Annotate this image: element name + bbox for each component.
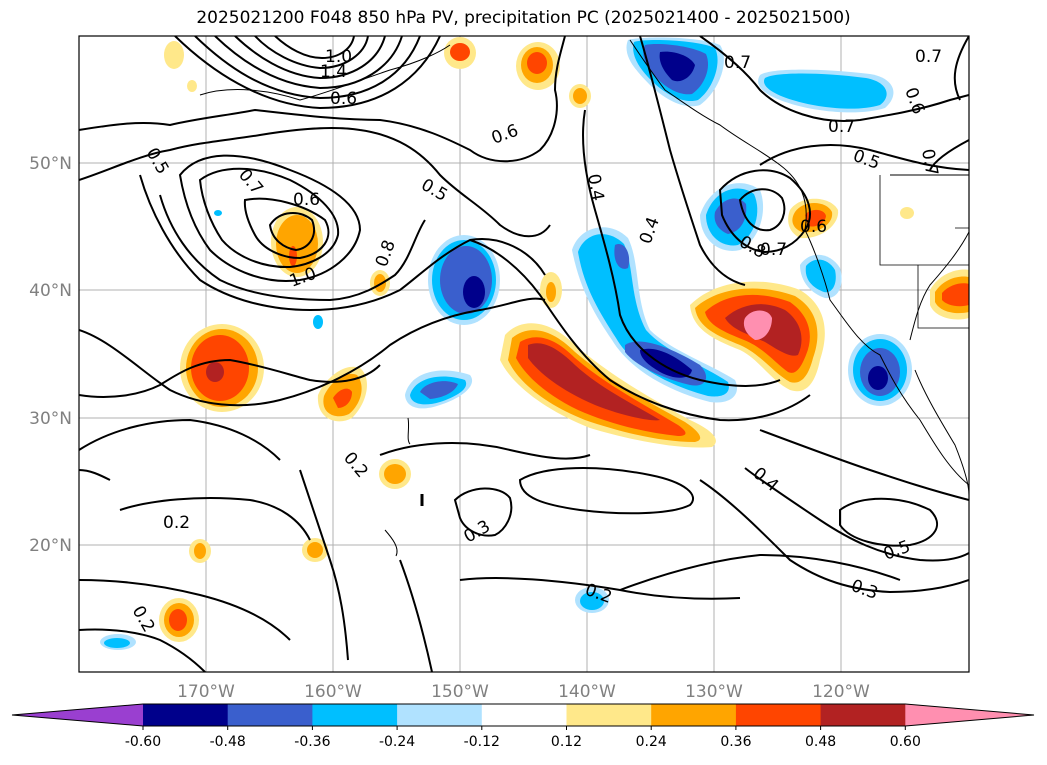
map-title: 2025021200 F048 850 hPa PV, precipitatio…	[196, 8, 851, 28]
colorbar-tick-label: -0.12	[464, 734, 500, 750]
lon-label: 150°W	[431, 682, 489, 702]
colorbar-tick-label: 0.48	[805, 734, 836, 750]
latitude-labels: 50°N 40°N 30°N 20°N	[29, 154, 72, 556]
colorbar-extend-low	[12, 704, 143, 726]
gridlines	[79, 36, 969, 672]
svg-text:0.6: 0.6	[293, 190, 320, 210]
colorbar: -0.60 -0.48 -0.36 -0.24 -0.12 0.12 0.24 0.36 0.4…	[11, 703, 1035, 750]
colorbar-tick-label: 0.36	[720, 734, 751, 750]
svg-text:0.7: 0.7	[917, 147, 941, 177]
lat-label: 20°N	[29, 536, 72, 556]
svg-text:0.7: 0.7	[760, 240, 787, 260]
colorbar-segment	[481, 704, 567, 726]
longitude-labels: 170°W 160°W 150°W 140°W 130°W 120°W	[177, 682, 870, 702]
lat-label: 30°N	[29, 409, 72, 429]
colorbar-tick-label: -0.60	[125, 734, 161, 750]
colorbar-segment	[227, 704, 313, 726]
lat-label: 40°N	[29, 281, 72, 301]
colorbar-tick-label: 0.12	[551, 734, 582, 750]
colorbar-segment	[735, 704, 822, 726]
svg-text:0.6: 0.6	[800, 217, 827, 237]
svg-text:0.7: 0.7	[724, 53, 751, 73]
map-frame	[78, 35, 970, 673]
svg-text:0.7: 0.7	[915, 47, 942, 67]
colorbar-segment	[651, 704, 737, 726]
lon-label: 140°W	[558, 682, 616, 702]
svg-text:0.4: 0.4	[583, 172, 607, 202]
contour-labels: 1.4 1.0 0.6 0.5 0.7 0.6 0.8 1.0 0.6 0.5 …	[128, 47, 942, 636]
svg-text:0.2: 0.2	[163, 513, 190, 533]
lon-label: 130°W	[685, 682, 743, 702]
svg-text:0.6: 0.6	[330, 89, 357, 109]
svg-text:0.7: 0.7	[828, 117, 855, 137]
lon-label: 120°W	[812, 682, 870, 702]
colorbar-segment	[820, 704, 906, 726]
colorbar-segment	[312, 704, 398, 726]
lat-label: 50°N	[29, 154, 72, 174]
colorbar-tick-label: -0.48	[210, 734, 246, 750]
colorbar-segment	[397, 704, 483, 726]
lon-label: 170°W	[177, 682, 235, 702]
precip-positive-shading	[159, 37, 969, 642]
pv-contours	[79, 36, 969, 672]
precip-negative-shading	[100, 37, 912, 650]
colorbar-tick-label: 0.60	[890, 734, 921, 750]
svg-text:1.0: 1.0	[325, 47, 352, 67]
svg-text:1.4: 1.4	[320, 62, 347, 82]
colorbar-tick-label: 0.24	[636, 734, 667, 750]
colorbar-tick-label: -0.36	[294, 734, 330, 750]
colorbar-extend-high	[905, 704, 1034, 726]
colorbar-tick-label: -0.24	[379, 734, 415, 750]
colorbar-segment	[143, 704, 229, 726]
colorbar-segment	[566, 704, 652, 726]
lon-label: 160°W	[304, 682, 362, 702]
